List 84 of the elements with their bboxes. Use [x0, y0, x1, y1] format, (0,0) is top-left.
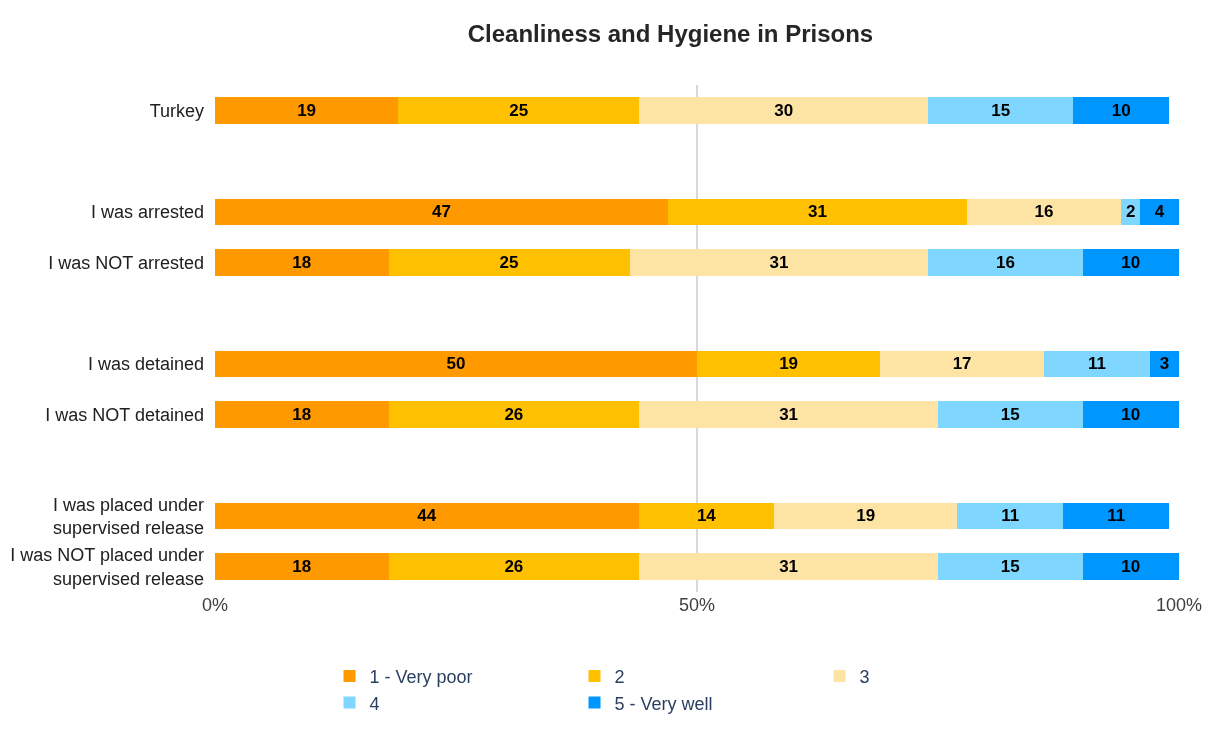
bar [388, 553, 640, 580]
bar [398, 97, 640, 124]
bar [1082, 401, 1179, 428]
bar [215, 350, 697, 378]
data-label: 10 [1121, 252, 1141, 272]
bar [1072, 97, 1170, 124]
bar [880, 350, 1045, 378]
bar [1082, 553, 1179, 580]
data-label: 25 [509, 100, 529, 120]
y-tick-label: I was detained [87, 354, 204, 375]
legend-label: 3 [859, 667, 870, 688]
x-tick-label: 0% [201, 595, 229, 615]
bar [215, 97, 399, 124]
data-label: 16 [1034, 202, 1054, 222]
bar [774, 502, 958, 530]
data-label: 31 [779, 405, 799, 425]
bar [697, 350, 881, 378]
bar [668, 198, 967, 225]
y-tick-label: Turkey [149, 100, 204, 121]
bar [639, 502, 775, 530]
data-label: 18 [292, 252, 312, 272]
bar [388, 249, 630, 276]
legend-label: 2 [614, 667, 625, 688]
data-label: 30 [774, 100, 794, 120]
bar [966, 198, 1122, 225]
data-label: 47 [432, 202, 451, 222]
data-label: 16 [996, 252, 1015, 272]
data-label: 11 [1001, 506, 1020, 526]
legend-label: 5 - Very well [614, 693, 713, 714]
data-label: 3 [1159, 354, 1170, 374]
data-label: 15 [991, 100, 1011, 120]
bar [1044, 350, 1151, 378]
bar [639, 553, 938, 580]
bar [639, 401, 938, 428]
y-tick-label: I was arrested [90, 202, 204, 223]
bar [928, 249, 1083, 276]
data-label: 26 [504, 405, 524, 425]
data-label: 4 [1154, 202, 1165, 222]
data-label: 11 [1088, 354, 1107, 374]
data-label: 19 [856, 506, 876, 526]
data-label: 17 [952, 354, 972, 374]
bar [388, 401, 640, 428]
legend-label: 1 - Very poor [369, 667, 473, 688]
data-label: 50 [446, 354, 466, 374]
chart-title: Cleanliness and Hygiene in Prisons [467, 20, 874, 48]
bar [215, 502, 640, 530]
bar [215, 401, 389, 428]
bar [629, 249, 929, 276]
bar [215, 553, 389, 580]
data-label: 10 [1121, 557, 1141, 577]
bar [215, 198, 669, 225]
y-tick-label: I was placed under supervised release [52, 494, 204, 538]
data-label: 2 [1126, 202, 1136, 222]
data-label: 10 [1111, 100, 1131, 120]
data-label: 19 [779, 354, 799, 374]
data-label: 31 [769, 252, 789, 272]
y-tick-label: I was NOT detained [45, 404, 204, 425]
bar [938, 553, 1083, 580]
bar [928, 97, 1073, 124]
data-label: 44 [417, 506, 437, 526]
data-label: 11 [1107, 506, 1126, 526]
bar [938, 401, 1083, 428]
data-label: 14 [696, 506, 717, 526]
data-label: 18 [292, 557, 312, 577]
data-label: 10 [1121, 405, 1141, 425]
data-label: 31 [808, 202, 827, 222]
bar [215, 249, 389, 276]
data-label: 31 [779, 557, 799, 577]
data-label: 26 [504, 557, 524, 577]
bar [1082, 249, 1179, 276]
data-label: 15 [1000, 405, 1020, 425]
data-label: 15 [1000, 557, 1020, 577]
y-tick-label: I was NOT placed under supervised release [10, 545, 204, 589]
x-tick-label: 100% [1155, 595, 1203, 615]
x-tick-label: 50% [678, 595, 716, 615]
bar [1140, 198, 1179, 225]
bar [639, 97, 929, 124]
data-label: 25 [499, 252, 519, 272]
data-label: 19 [297, 100, 317, 120]
y-tick-label: I was NOT arrested [48, 252, 204, 273]
bar [957, 502, 1064, 530]
legend-label: 4 [369, 693, 380, 714]
bar [1063, 502, 1170, 530]
data-label: 18 [292, 405, 312, 425]
